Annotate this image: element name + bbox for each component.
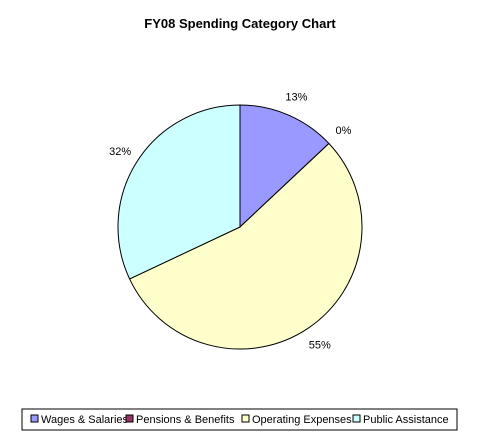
legend-box	[21, 408, 458, 431]
legend-item-operating-expenses: Operating Expenses	[241, 414, 352, 426]
pie-slices	[117, 104, 363, 350]
legend-swatch-wages-and-salaries	[30, 414, 39, 423]
data-label-wages-and-salaries: 13%	[285, 92, 307, 104]
pie-slice-operating-expenses	[128, 142, 363, 350]
legend-swatch-operating-expenses	[241, 414, 250, 423]
pie-data-labels: 13% 0% 55% 32%	[109, 92, 352, 352]
legend-label-wages-and-salaries: Wages & Salaries	[41, 414, 129, 426]
pie-slice-wages-and-salaries	[239, 104, 330, 229]
data-label-public-assistance: 32%	[109, 146, 131, 158]
legend-label-public-assistance: Public Assistance	[363, 414, 449, 426]
legend-label-operating-expenses: Operating Expenses	[252, 414, 352, 426]
legend-swatch-pensions-and-benefits	[125, 414, 134, 423]
chart-title: FY08 Spending Category Chart	[144, 16, 336, 31]
legend-label-pensions-and-benefits: Pensions & Benefits	[136, 414, 235, 426]
legend-swatch-public-assistance	[352, 414, 361, 423]
legend-item-public-assistance: Public Assistance	[352, 414, 449, 426]
data-label-pensions-and-benefits: 0%	[336, 125, 352, 137]
legend: Wages & Salaries Pensions & Benefits Opera…	[21, 408, 458, 431]
data-label-operating-expenses: 55%	[309, 339, 331, 351]
legend-item-pensions-and-benefits: Pensions & Benefits	[125, 414, 235, 426]
pie-slice-public-assistance	[117, 104, 241, 280]
legend-item-wages-and-salaries: Wages & Salaries	[30, 414, 129, 426]
